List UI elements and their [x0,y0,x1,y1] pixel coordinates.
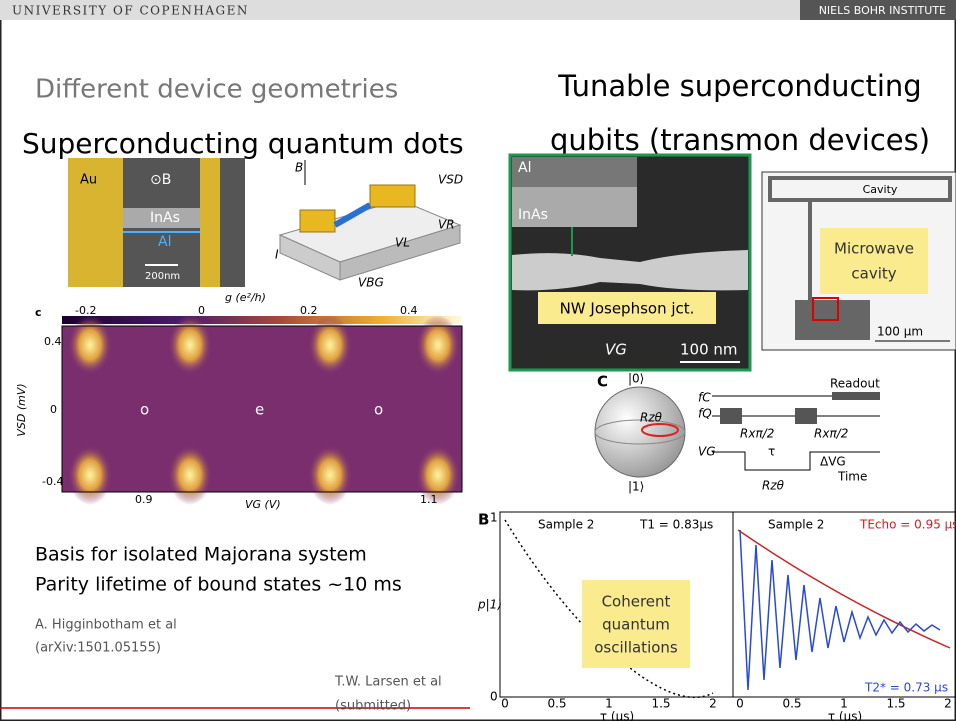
label: ⊙B [150,172,171,188]
plot-title: Sample 2 [538,518,594,532]
label: Rxπ/2 [740,427,774,441]
tick-label: 0 [198,304,205,317]
callout: Microwave [834,240,914,258]
axis-label: τ (µs) [828,710,862,722]
label: |1⟩ [628,480,644,494]
label: Au [80,173,97,188]
tick-label: 1 [840,697,848,711]
axis-label: τ (µs) [600,710,634,722]
heading: Superconducting quantum dots [22,127,464,160]
annotation: TEcho = 0.95 µs [859,518,956,532]
callout: oscillations [594,639,678,657]
annotation: T2* = 0.73 µs [864,681,948,695]
callout: NW Josephson jct. [560,300,695,318]
label: Rzθ [640,411,663,425]
label: VG [605,341,627,359]
cavity-image: Cavity Microwave cavity 100 µm [762,172,956,350]
heading: qubits (transmon devices) [550,123,930,157]
label: Time [837,470,867,484]
pulse-sequence: C |0⟩ |1⟩ Rzθ fC fQ VG Readout Rxπ/2 Rxπ… [595,372,880,494]
tick-label: 2 [944,697,952,711]
tick-label: 2 [709,697,717,711]
label: Al [158,234,171,250]
citation: A. Higginbotham et al [35,618,177,633]
citation: (arXiv:1501.05155) [35,641,161,656]
tick-label: 0.9 [135,493,153,506]
marker: e [255,401,264,419]
conductance-map: c -0.2 0 0.2 0.4 g (e²/h) 0.4 0 -0.4 VSD… [15,291,462,511]
university: UNIVERSITY OF COPENHAGEN [12,4,249,18]
bullet: Basis for isolated Majorana system [35,544,367,566]
panel-label: C [597,373,608,391]
schematic: B VSD VR VL VBG I [275,160,463,290]
tick-label: 0.4 [44,335,62,348]
tick-label: 1.5 [886,697,905,711]
tick-label: 1.1 [420,493,438,506]
decay-plots: B Coherent quantum oscillations Sample 2… [477,511,956,722]
institute: NIELS BOHR INSTITUTE [819,4,946,17]
tick-label: 0.5 [547,697,566,711]
label: Rzθ [762,479,785,493]
callout: Coherent [602,593,671,611]
label: Rxπ/2 [814,427,848,441]
bullet: Parity lifetime of bound states ~10 ms [35,574,402,596]
tick-label: -0.2 [75,304,96,317]
callout: quantum [602,616,670,634]
label: I [275,248,279,262]
label: Cavity [863,183,898,196]
tick-label: 0 [501,697,509,711]
subtitle: Different device geometries [35,75,398,105]
tick-label: 1.5 [651,697,670,711]
label: 200nm [145,271,180,282]
tick-label: 0 [50,403,57,416]
marker: o [374,401,383,419]
label: Al [518,160,531,176]
tick-label: -0.4 [42,475,63,488]
label: |0⟩ [628,372,644,386]
label: VBG [358,276,384,290]
heading: Tunable superconducting [557,69,921,103]
label: fC [698,391,711,405]
tick-label: 0 [736,697,744,711]
tick-label: 1 [490,511,498,525]
tick-label: 0.4 [400,304,418,317]
label: Readout [830,377,880,391]
label: τ [768,445,775,459]
annotation: T1 = 0.83μs [639,518,713,532]
label: fQ [698,407,712,421]
label: VL [395,236,410,250]
tick-label: 0.5 [782,697,801,711]
axis-label: VSD (mV) [15,383,28,436]
colorbar-label: g (e²/h) [225,291,266,304]
sem-image: Au ⊙B InAs Al 200nm [68,158,245,287]
callout: cavity [851,265,896,283]
panel-label: B [478,511,489,529]
label: 100 µm [877,325,923,339]
qubit-sem: Al InAs NW Josephson jct. VG 100 nm [510,155,750,370]
label: 100 nm [680,341,738,359]
slide: UNIVERSITY OF COPENHAGEN NIELS BOHR INST… [0,0,956,721]
marker: o [140,401,149,419]
panel-label: c [35,306,42,319]
label: VR [438,218,455,232]
axis-label: VG (V) [245,498,281,511]
citation: T.W. Larsen et al [334,675,442,690]
tick-label: 0.2 [300,304,318,317]
label: B [295,161,303,175]
label: InAs [518,207,548,223]
label: ΔVG [820,455,846,469]
tick-label: 0 [490,690,498,704]
plot-title: Sample 2 [768,518,824,532]
label: InAs [150,210,180,226]
tick-label: 1 [605,697,613,711]
axis-label: p|1⟩ [477,598,502,612]
citation: (submitted) [335,699,411,714]
label: VSD [438,173,463,187]
